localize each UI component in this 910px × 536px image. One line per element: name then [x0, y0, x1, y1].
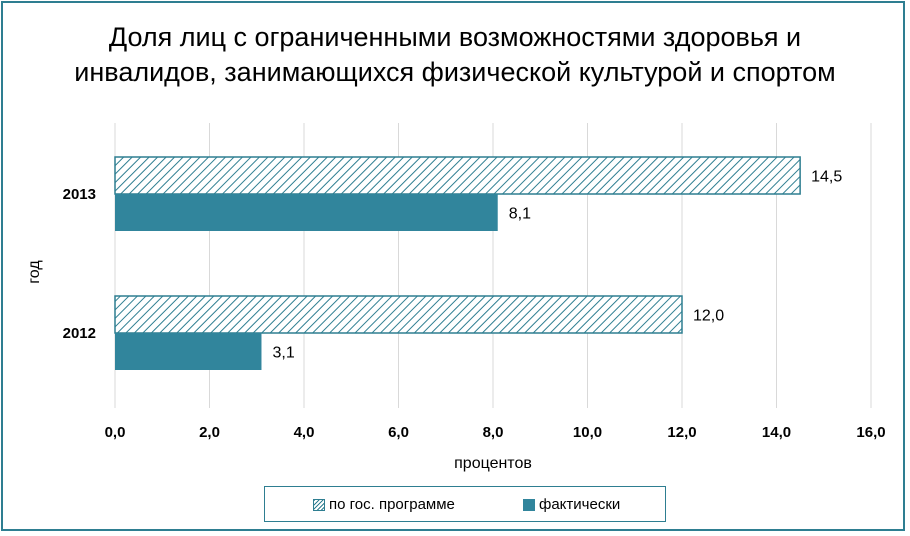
y-tick-labels: 2013 2012 [63, 186, 96, 342]
bar-actual [115, 194, 498, 231]
x-tick-label: 16,0 [856, 424, 885, 441]
x-tick-label: 8,0 [483, 424, 504, 441]
y-tick-label: 2013 [63, 186, 96, 203]
bar-plan [114, 156, 801, 195]
x-tick-label: 14,0 [762, 424, 791, 441]
x-axis-label: процентов [454, 455, 532, 472]
legend-label-plan: по гос. программе [329, 496, 455, 513]
x-tick-label: 10,0 [573, 424, 602, 441]
bars [114, 156, 801, 370]
legend-item-actual: фактически [523, 496, 620, 513]
legend-swatch-solid [523, 498, 535, 511]
x-tick-label: 2,0 [199, 424, 220, 441]
x-tick-label: 6,0 [388, 424, 409, 441]
data-label: 12,0 [693, 308, 724, 325]
data-label: 14,5 [811, 169, 842, 186]
x-tick-label: 12,0 [667, 424, 696, 441]
legend-label-actual: фактически [539, 496, 621, 513]
data-label: 8,1 [509, 206, 531, 223]
x-tick-labels: 0,0 2,0 4,0 6,0 8,0 10,0 12,0 14,0 16,0 [105, 424, 886, 441]
legend: по гос. программе фактически [264, 486, 666, 522]
chart-title: Доля лиц с ограниченными возможностями з… [74, 22, 836, 87]
data-labels: 14,5 8,1 12,0 3,1 [272, 169, 842, 362]
legend-item-plan: по гос. программе [313, 496, 455, 513]
bar-plan [114, 295, 683, 334]
bar-actual [115, 333, 262, 370]
legend-swatch-hatched [313, 498, 325, 511]
data-label: 3,1 [272, 345, 294, 362]
y-tick-label: 2012 [63, 325, 96, 342]
x-tick-label: 0,0 [105, 424, 126, 441]
y-axis-label: год [26, 260, 43, 284]
x-tick-label: 4,0 [294, 424, 315, 441]
